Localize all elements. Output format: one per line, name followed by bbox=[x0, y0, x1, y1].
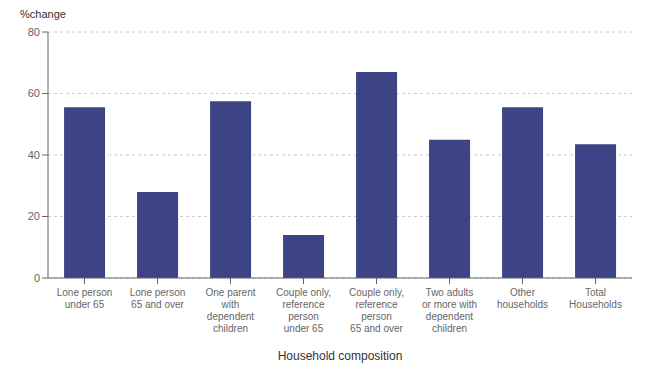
svg-text:0: 0 bbox=[34, 272, 40, 284]
svg-text:80: 80 bbox=[28, 26, 40, 38]
svg-text:Household composition: Household composition bbox=[278, 349, 403, 363]
svg-text:40: 40 bbox=[28, 149, 40, 161]
html-text:%change: %change bbox=[20, 8, 66, 20]
svg-text:Couple only,referenceperson65: Couple only,referenceperson65 and over bbox=[349, 287, 404, 334]
svg-text:Otherhouseholds: Otherhouseholds bbox=[497, 287, 548, 310]
svg-text:Lone person65 and over: Lone person65 and over bbox=[130, 287, 186, 310]
svg-text:60: 60 bbox=[28, 87, 40, 99]
svg-text:TotalHouseholds: TotalHouseholds bbox=[569, 287, 622, 310]
svg-text:Lone personunder 65: Lone personunder 65 bbox=[57, 287, 113, 310]
svg-text:Couple only,referencepersonund: Couple only,referencepersonunder 65 bbox=[276, 287, 331, 334]
svg-text:Two adultsor more withdependen: Two adultsor more withdependentchildren bbox=[422, 287, 477, 334]
svg-text:One parentwithdependentchildre: One parentwithdependentchildren bbox=[205, 287, 255, 334]
svg-text:20: 20 bbox=[28, 210, 40, 222]
